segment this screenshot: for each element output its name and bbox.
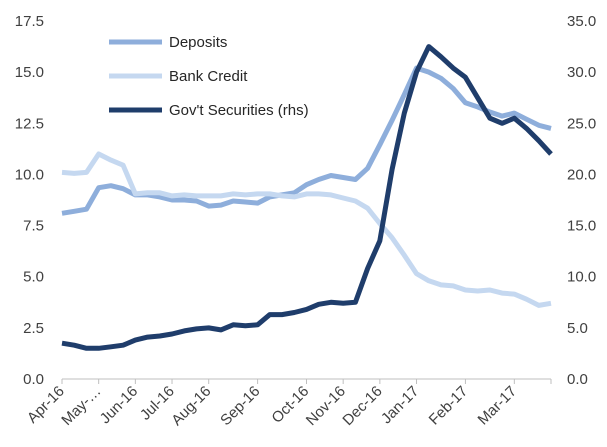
right-axis-tick-label: 10.0 (567, 269, 596, 286)
legend-label: Bank Credit (169, 68, 248, 85)
right-axis-ticks: 0.0 5.0 10.0 15.0 20.0 25.0 30.0 35.0 (567, 13, 596, 388)
legend-label: Deposits (169, 34, 227, 51)
right-axis-tick-label: 25.0 (567, 115, 596, 132)
left-axis-tick-label: 7.5 (23, 218, 44, 235)
left-axis-tick-label: 0.0 (23, 371, 44, 388)
x-axis-tick-label: Feb-17 (426, 383, 472, 429)
right-axis-tick-label: 5.0 (567, 320, 588, 337)
legend: Deposits Bank Credit Gov't Securities (rhs… (109, 34, 309, 119)
left-axis-tick-label: 15.0 (15, 64, 44, 81)
left-axis-tick-label: 2.5 (23, 320, 44, 337)
x-axis-tick-label: Aug-16 (168, 383, 214, 429)
legend-label: Gov't Securities (rhs) (169, 102, 309, 119)
x-axis-tick-label: Sep-16 (217, 383, 263, 429)
x-axis-tick-label: Dec-16 (339, 383, 385, 429)
right-axis-tick-label: 30.0 (567, 64, 596, 81)
left-axis-tick-label: 12.5 (15, 115, 44, 132)
left-axis-tick-label: 10.0 (15, 166, 44, 183)
left-axis-tick-label: 17.5 (15, 13, 44, 30)
right-axis-tick-label: 35.0 (567, 13, 596, 30)
x-axis-tick-label: Mar-17 (475, 383, 521, 429)
x-axis-tick-label: Jun-16 (97, 383, 141, 427)
right-axis-tick-label: 15.0 (567, 218, 596, 235)
left-axis-tick-label: 5.0 (23, 269, 44, 286)
right-axis-tick-label: 20.0 (567, 166, 596, 183)
x-axis-tick-label: May-… (58, 383, 104, 429)
x-axis-tick-label: Jan-17 (378, 383, 422, 427)
series-layer (61, 44, 553, 351)
series-line-bank-credit (61, 151, 552, 308)
series-line-gov-t-securities-rhs (61, 44, 553, 351)
x-axis-tick-label: Nov-16 (303, 383, 349, 429)
left-axis-ticks: 0.0 2.5 5.0 7.5 10.0 12.5 15.0 17.5 (15, 13, 44, 388)
right-axis-tick-label: 0.0 (567, 371, 588, 388)
